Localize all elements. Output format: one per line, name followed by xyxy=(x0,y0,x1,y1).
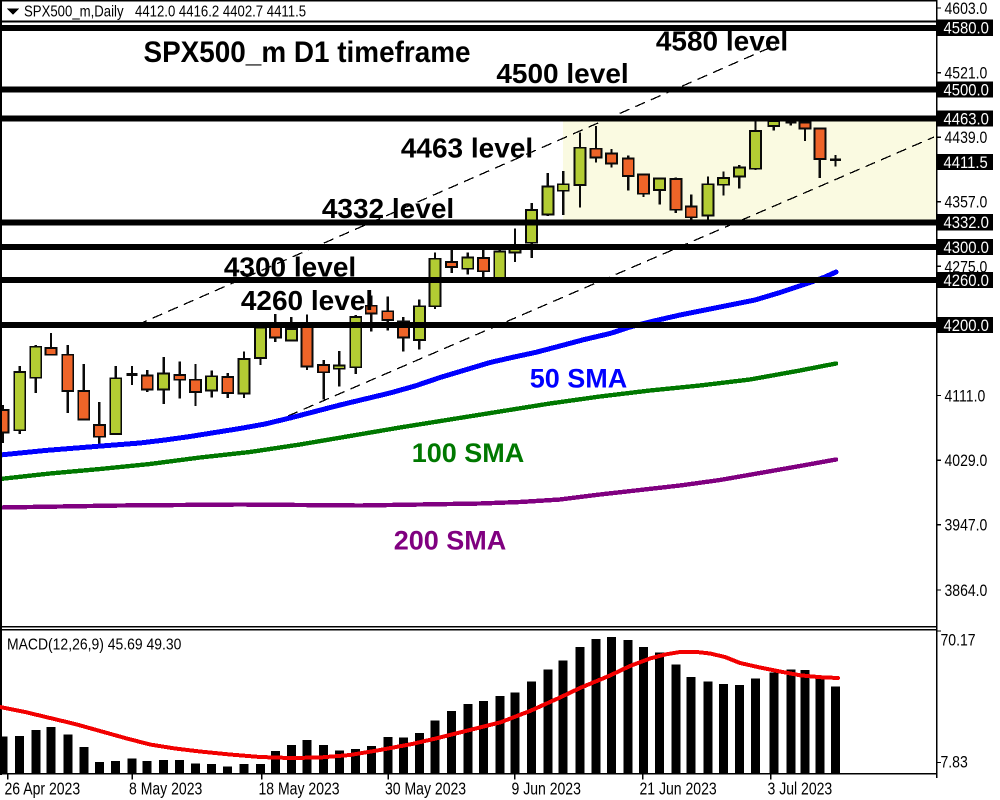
svg-text:9 Jun 2023: 9 Jun 2023 xyxy=(512,779,581,799)
svg-text:4260 level: 4260 level xyxy=(241,285,373,316)
svg-text:4439.0: 4439.0 xyxy=(945,129,988,147)
svg-text:21 Jun 2023: 21 Jun 2023 xyxy=(640,779,717,799)
svg-text:200 SMA: 200 SMA xyxy=(394,526,507,556)
svg-text:4412.0 4416.2 4402.7 4411.5: 4412.0 4416.2 4402.7 4411.5 xyxy=(135,4,306,21)
svg-text:4357.0: 4357.0 xyxy=(945,194,988,212)
svg-text:70.17: 70.17 xyxy=(941,631,976,649)
svg-text:4332 level: 4332 level xyxy=(322,193,454,224)
svg-text:MACD(12,26,9) 45.69 49.30: MACD(12,26,9) 45.69 49.30 xyxy=(7,637,181,654)
svg-text:4603.0: 4603.0 xyxy=(945,0,988,18)
svg-text:50 SMA: 50 SMA xyxy=(530,364,628,394)
svg-text:18 May 2023: 18 May 2023 xyxy=(259,779,340,799)
svg-text:3947.0: 3947.0 xyxy=(945,517,988,535)
svg-text:4411.5: 4411.5 xyxy=(944,154,989,172)
svg-text:7.83: 7.83 xyxy=(941,753,968,771)
svg-text:4463 level: 4463 level xyxy=(401,133,533,164)
svg-text:4300.0: 4300.0 xyxy=(944,239,990,257)
svg-text:SPX500_m,Daily: SPX500_m,Daily xyxy=(24,4,124,21)
svg-text:SPX500_m D1 timeframe: SPX500_m D1 timeframe xyxy=(143,36,470,69)
svg-text:26 Apr 2023: 26 Apr 2023 xyxy=(5,779,81,799)
svg-text:30 May 2023: 30 May 2023 xyxy=(385,779,466,799)
svg-text:3864.0: 3864.0 xyxy=(945,582,988,600)
svg-text:4463.0: 4463.0 xyxy=(944,111,990,129)
svg-text:8 May 2023: 8 May 2023 xyxy=(129,779,202,799)
svg-text:4029.0: 4029.0 xyxy=(945,452,988,470)
svg-text:4300 level: 4300 level xyxy=(224,252,356,283)
svg-text:4521.0: 4521.0 xyxy=(945,65,988,83)
svg-text:3 Jul 2023: 3 Jul 2023 xyxy=(768,779,833,799)
svg-text:4111.0: 4111.0 xyxy=(945,387,986,405)
svg-text:4200.0: 4200.0 xyxy=(944,317,990,335)
svg-text:4500.0: 4500.0 xyxy=(944,82,990,100)
svg-text:4500 level: 4500 level xyxy=(496,58,628,89)
svg-text:4580 level: 4580 level xyxy=(656,26,788,57)
svg-text:4332.0: 4332.0 xyxy=(944,214,990,232)
svg-text:100 SMA: 100 SMA xyxy=(412,438,525,468)
svg-text:4260.0: 4260.0 xyxy=(944,272,990,290)
svg-text:4580.0: 4580.0 xyxy=(944,20,990,38)
